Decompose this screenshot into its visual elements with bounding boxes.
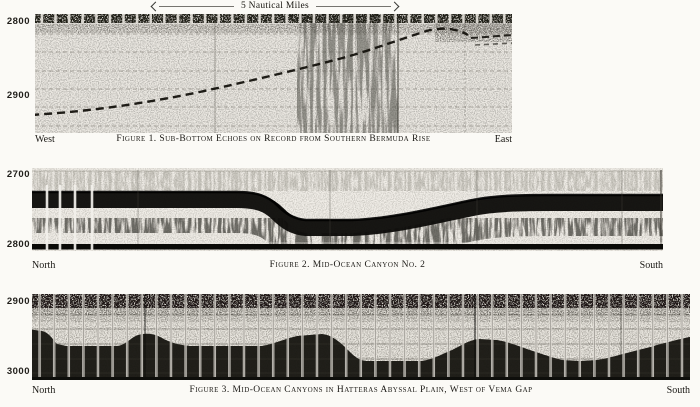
echogram-mid-ocean-canyon-2 [32,168,663,251]
scale-label: 5 Nautical Miles [240,1,310,11]
scale-line-left [159,5,234,7]
direction-label-south-3: South [666,385,690,396]
figure-1-caption-row: West Figure 1. Sub-Bottom Echoes on Reco… [35,134,512,147]
figure-3-caption: Figure 3. Mid-Ocean Canyons in Hatteras … [189,385,533,395]
direction-label-south-2: South [639,260,663,271]
figure-2-caption: Figure 2. Mid-Ocean Canyon No. 2 [269,260,426,270]
chevron-right-icon [389,1,400,11]
direction-label-west: West [35,134,55,145]
scale-line-right [316,5,391,7]
depth-label-3000: 3000 [6,366,30,377]
depth-label-2900: 2900 [6,90,30,101]
figure-3-caption-row: North Figure 3. Mid-Ocean Canyons in Hat… [32,385,690,398]
depth-label-2800b: 2800 [6,239,30,250]
scale-bar: 5 Nautical Miles [150,0,400,12]
direction-label-north-3: North [32,385,56,396]
echogram-hatteras-abyssal-plain [32,294,690,380]
direction-label-north-2: North [32,260,56,271]
direction-label-east: East [494,134,512,145]
figure-1-caption: Figure 1. Sub-Bottom Echoes on Record fr… [116,134,431,144]
depth-label-2800: 2800 [6,16,30,27]
depth-label-2700: 2700 [6,169,30,180]
depth-label-2900b: 2900 [6,296,30,307]
echogram-bermuda-rise [35,14,512,133]
figure-2-caption-row: North Figure 2. Mid-Ocean Canyon No. 2 S… [32,260,663,273]
